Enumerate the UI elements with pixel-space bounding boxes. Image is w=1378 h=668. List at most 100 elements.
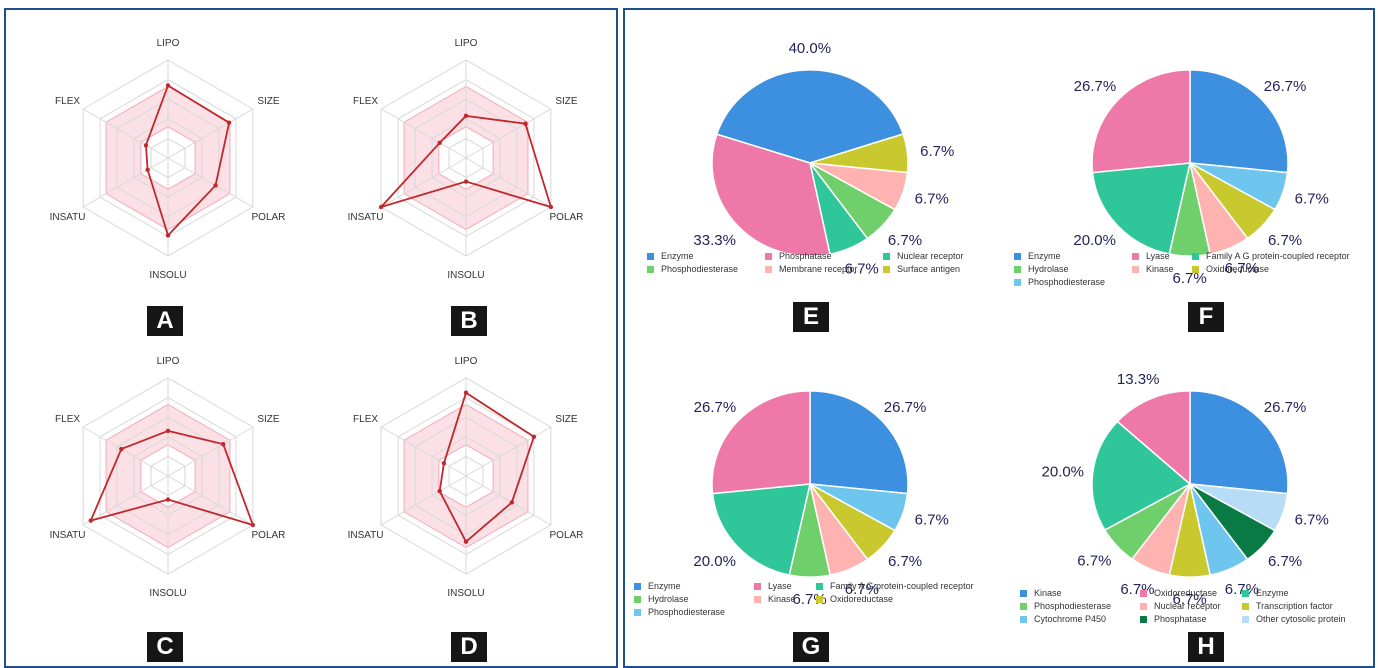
pie-slice-label: 26.7%	[1074, 78, 1117, 95]
radar-axis-label-insolu: INSOLU	[447, 270, 484, 281]
legend-swatch	[816, 596, 823, 603]
pie-slice-label: 20.0%	[1073, 232, 1116, 249]
legend-item: Family A G protein-coupled receptor	[816, 580, 974, 593]
legend-item: Lyase	[1132, 250, 1170, 263]
legend-swatch	[816, 583, 823, 590]
radar-axis-label-size: SIZE	[257, 414, 280, 425]
legend-item: Surface antigen	[883, 263, 960, 276]
legend-label: Enzyme	[648, 581, 681, 591]
pie-slice-label: 6.7%	[1268, 232, 1302, 249]
radar-spoke	[465, 475, 552, 526]
legend-swatch	[883, 266, 890, 273]
legend-swatch	[634, 609, 641, 616]
legend-item: Nuclear receptor	[1140, 600, 1221, 613]
legend-label: Surface antigen	[897, 264, 961, 274]
legend-item: Phosphatase	[1140, 613, 1207, 626]
radar-spoke	[167, 426, 254, 477]
radar-axis-label-insatu: INSATU	[348, 212, 384, 223]
radar-point	[463, 179, 469, 184]
radar-axis-label-flex: FLEX	[353, 96, 378, 107]
legend-label: Family A G protein-coupled receptor	[830, 581, 974, 591]
radar-spoke	[380, 108, 467, 159]
legend-item: Hydrolase	[1014, 263, 1069, 276]
pie-slice-label: 26.7%	[1264, 399, 1307, 416]
radar-point	[463, 390, 469, 395]
radar-axis-label-polar: POLAR	[252, 530, 286, 541]
pie-chart-g: 26.7% 6.7% 6.7% 6.7% 6.7% 20.0% 26.7%	[693, 390, 949, 608]
panel-tag-a: A	[147, 306, 183, 336]
pie-slice-label: 6.7%	[920, 143, 954, 160]
radar-point	[143, 143, 149, 148]
legend-label: Phosphodiesterase	[661, 264, 739, 274]
legend-swatch	[634, 596, 641, 603]
radar-axis-label-insolu: INSOLU	[149, 270, 186, 281]
legend-swatch	[1014, 279, 1021, 286]
pie-slice-label: 6.7%	[845, 260, 879, 277]
legend-label: Kinase	[768, 594, 796, 604]
radar-point	[165, 497, 171, 502]
pie-slice-label: 6.7%	[888, 232, 922, 249]
radar-axis-label-size: SIZE	[555, 414, 578, 425]
pie-slice-label: 6.7%	[1268, 553, 1302, 570]
legend-label: Phosphatase	[779, 251, 832, 261]
radar-axis-label-polar: POLAR	[550, 530, 584, 541]
pie-slice-label: 6.7%	[1295, 190, 1329, 207]
legend-item: Cytochrome P450	[1020, 613, 1106, 626]
panel-tag-d: D	[451, 632, 487, 662]
legend-label: Enzyme	[661, 251, 694, 261]
legend-item: Kinase	[1132, 263, 1174, 276]
legend-label: Oxidoreductase	[1206, 264, 1270, 274]
pie-slice-label: 6.7%	[915, 191, 949, 208]
pie-chart-e: 40.0% 6.7% 6.7% 6.7% 6.7% 33.3%	[693, 40, 954, 277]
legend-label: Oxidoreductase	[1154, 588, 1218, 598]
panel-tag-e: E	[793, 302, 829, 332]
radar-spoke	[380, 157, 467, 208]
legend-item: Oxidoreductase	[816, 593, 893, 606]
pie-slice-family-a-g-protein-coupled-receptor	[711, 483, 811, 576]
radar-point	[165, 83, 171, 88]
legend-swatch	[1140, 603, 1147, 610]
radar-axis-label-lipo: LIPO	[157, 38, 180, 49]
pie-slice-label: 6.7%	[915, 511, 949, 528]
pie-slice-enzyme	[715, 69, 905, 164]
legend-item: Enzyme	[1014, 250, 1061, 263]
radar-axis-label-insatu: INSATU	[50, 530, 86, 541]
legend-swatch	[1192, 266, 1199, 273]
legend-label: Membrane receptor	[779, 264, 858, 274]
radar-point	[548, 204, 554, 210]
radar-spoke	[167, 108, 254, 159]
pie-slice-label: 13.3%	[1117, 371, 1160, 388]
legend-label: Kinase	[1034, 588, 1062, 598]
legend-label: Nuclear receptor	[1154, 601, 1221, 611]
legend-item: Oxidoreductase	[1140, 587, 1217, 600]
legend-label: Phosphodiesterase	[1034, 601, 1112, 611]
radar-point	[523, 121, 528, 126]
legend-swatch	[647, 266, 654, 273]
radar-point	[378, 204, 384, 210]
legend-label: Phosphodiesterase	[648, 607, 726, 617]
pie-slice-oxidoreductase	[1116, 390, 1191, 486]
legend-label: Enzyme	[1028, 251, 1061, 261]
radar-spoke	[82, 475, 169, 526]
radar-chart-a: LIPO SIZE POLAR INSOLU INSATU FLEX	[50, 38, 286, 281]
legend-item: Enzyme	[634, 580, 681, 593]
radar-spoke	[465, 426, 552, 477]
legend-swatch	[1020, 603, 1027, 610]
pie-slice-label: 20.0%	[1041, 463, 1084, 480]
legend-item: Phosphodiesterase	[634, 606, 725, 619]
panel-tag-h: H	[1188, 632, 1224, 662]
legend-swatch	[1020, 590, 1027, 597]
pie-slice-label: 6.7%	[1225, 581, 1259, 598]
radar-point	[441, 461, 447, 466]
radar-chart-c: LIPO SIZE POLAR INSOLU INSATU FLEX	[50, 356, 286, 599]
legend-label: Enzyme	[1256, 588, 1289, 598]
legend-swatch	[1192, 253, 1199, 260]
pie-slice-label: 6.7%	[888, 553, 922, 570]
pie-slice-label: 20.0%	[693, 553, 736, 570]
radar-axis-label-polar: POLAR	[252, 212, 286, 223]
pie-slice-enzyme	[809, 390, 909, 495]
legend-label: Hydrolase	[648, 594, 689, 604]
radar-axis-label-polar: POLAR	[550, 212, 584, 223]
radar-axis-label-insatu: INSATU	[348, 530, 384, 541]
legend-item: Phosphodiesterase	[647, 263, 738, 276]
